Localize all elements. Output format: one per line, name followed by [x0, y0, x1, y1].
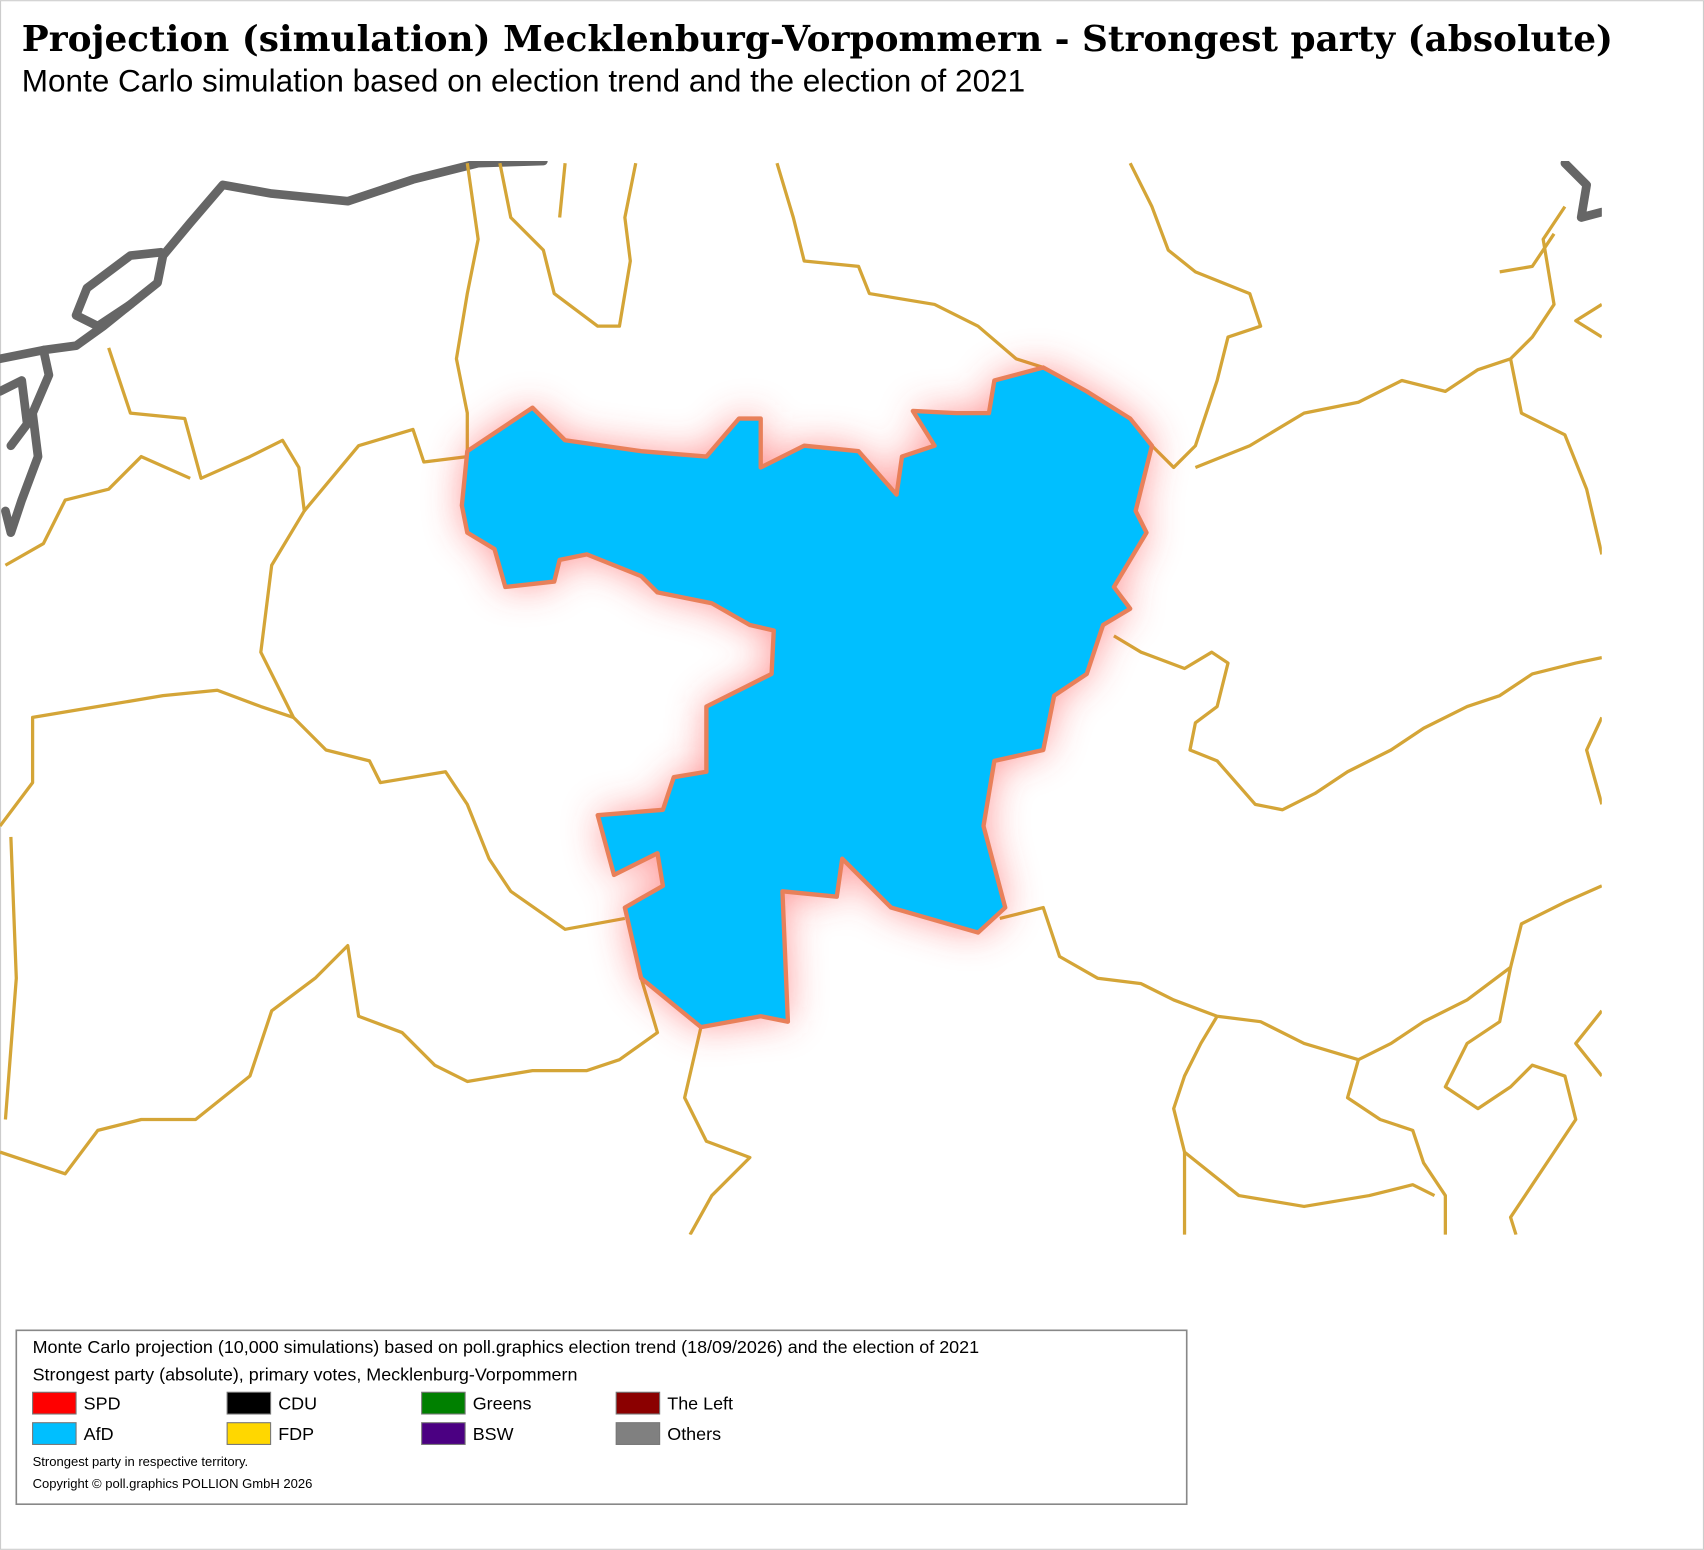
legend-note: Strongest party (absolute), primary vote… [33, 1364, 578, 1384]
legend-footnote: Strongest party in respective territory. [33, 1454, 249, 1469]
legend-label: CDU [278, 1394, 317, 1414]
copyright: Copyright © poll.graphics POLLION GmbH 2… [33, 1476, 313, 1491]
subtitle: Monte Carlo simulation based on election… [22, 62, 1025, 98]
title: Projection (simulation) Mecklenburg-Vorp… [22, 18, 1613, 60]
legend-label: BSW [473, 1424, 514, 1444]
legend-swatch [226, 1391, 272, 1415]
legend-swatch [32, 1422, 77, 1445]
legend-swatch [421, 1391, 466, 1415]
legend: Monte Carlo projection (10,000 simulatio… [15, 1329, 1188, 1506]
legend-label: Greens [473, 1394, 532, 1414]
legend-label: SPD [84, 1394, 121, 1414]
legend-label: AfD [84, 1424, 114, 1444]
legend-swatch [226, 1422, 272, 1445]
legend-label: Others [667, 1424, 721, 1444]
map [0, 160, 1602, 1235]
legend-label: The Left [667, 1394, 733, 1414]
district-boundaries [0, 162, 1602, 1235]
legend-swatch [615, 1422, 661, 1445]
legend-swatch [421, 1422, 466, 1445]
legend-box [15, 1329, 1188, 1506]
legend-label: FDP [278, 1424, 314, 1444]
legend-swatch [32, 1391, 77, 1415]
coastline [0, 160, 1602, 538]
legend-note: Monte Carlo projection (10,000 simulatio… [33, 1337, 980, 1357]
afd-district[interactable] [459, 365, 1155, 1030]
legend-swatch [615, 1391, 661, 1415]
